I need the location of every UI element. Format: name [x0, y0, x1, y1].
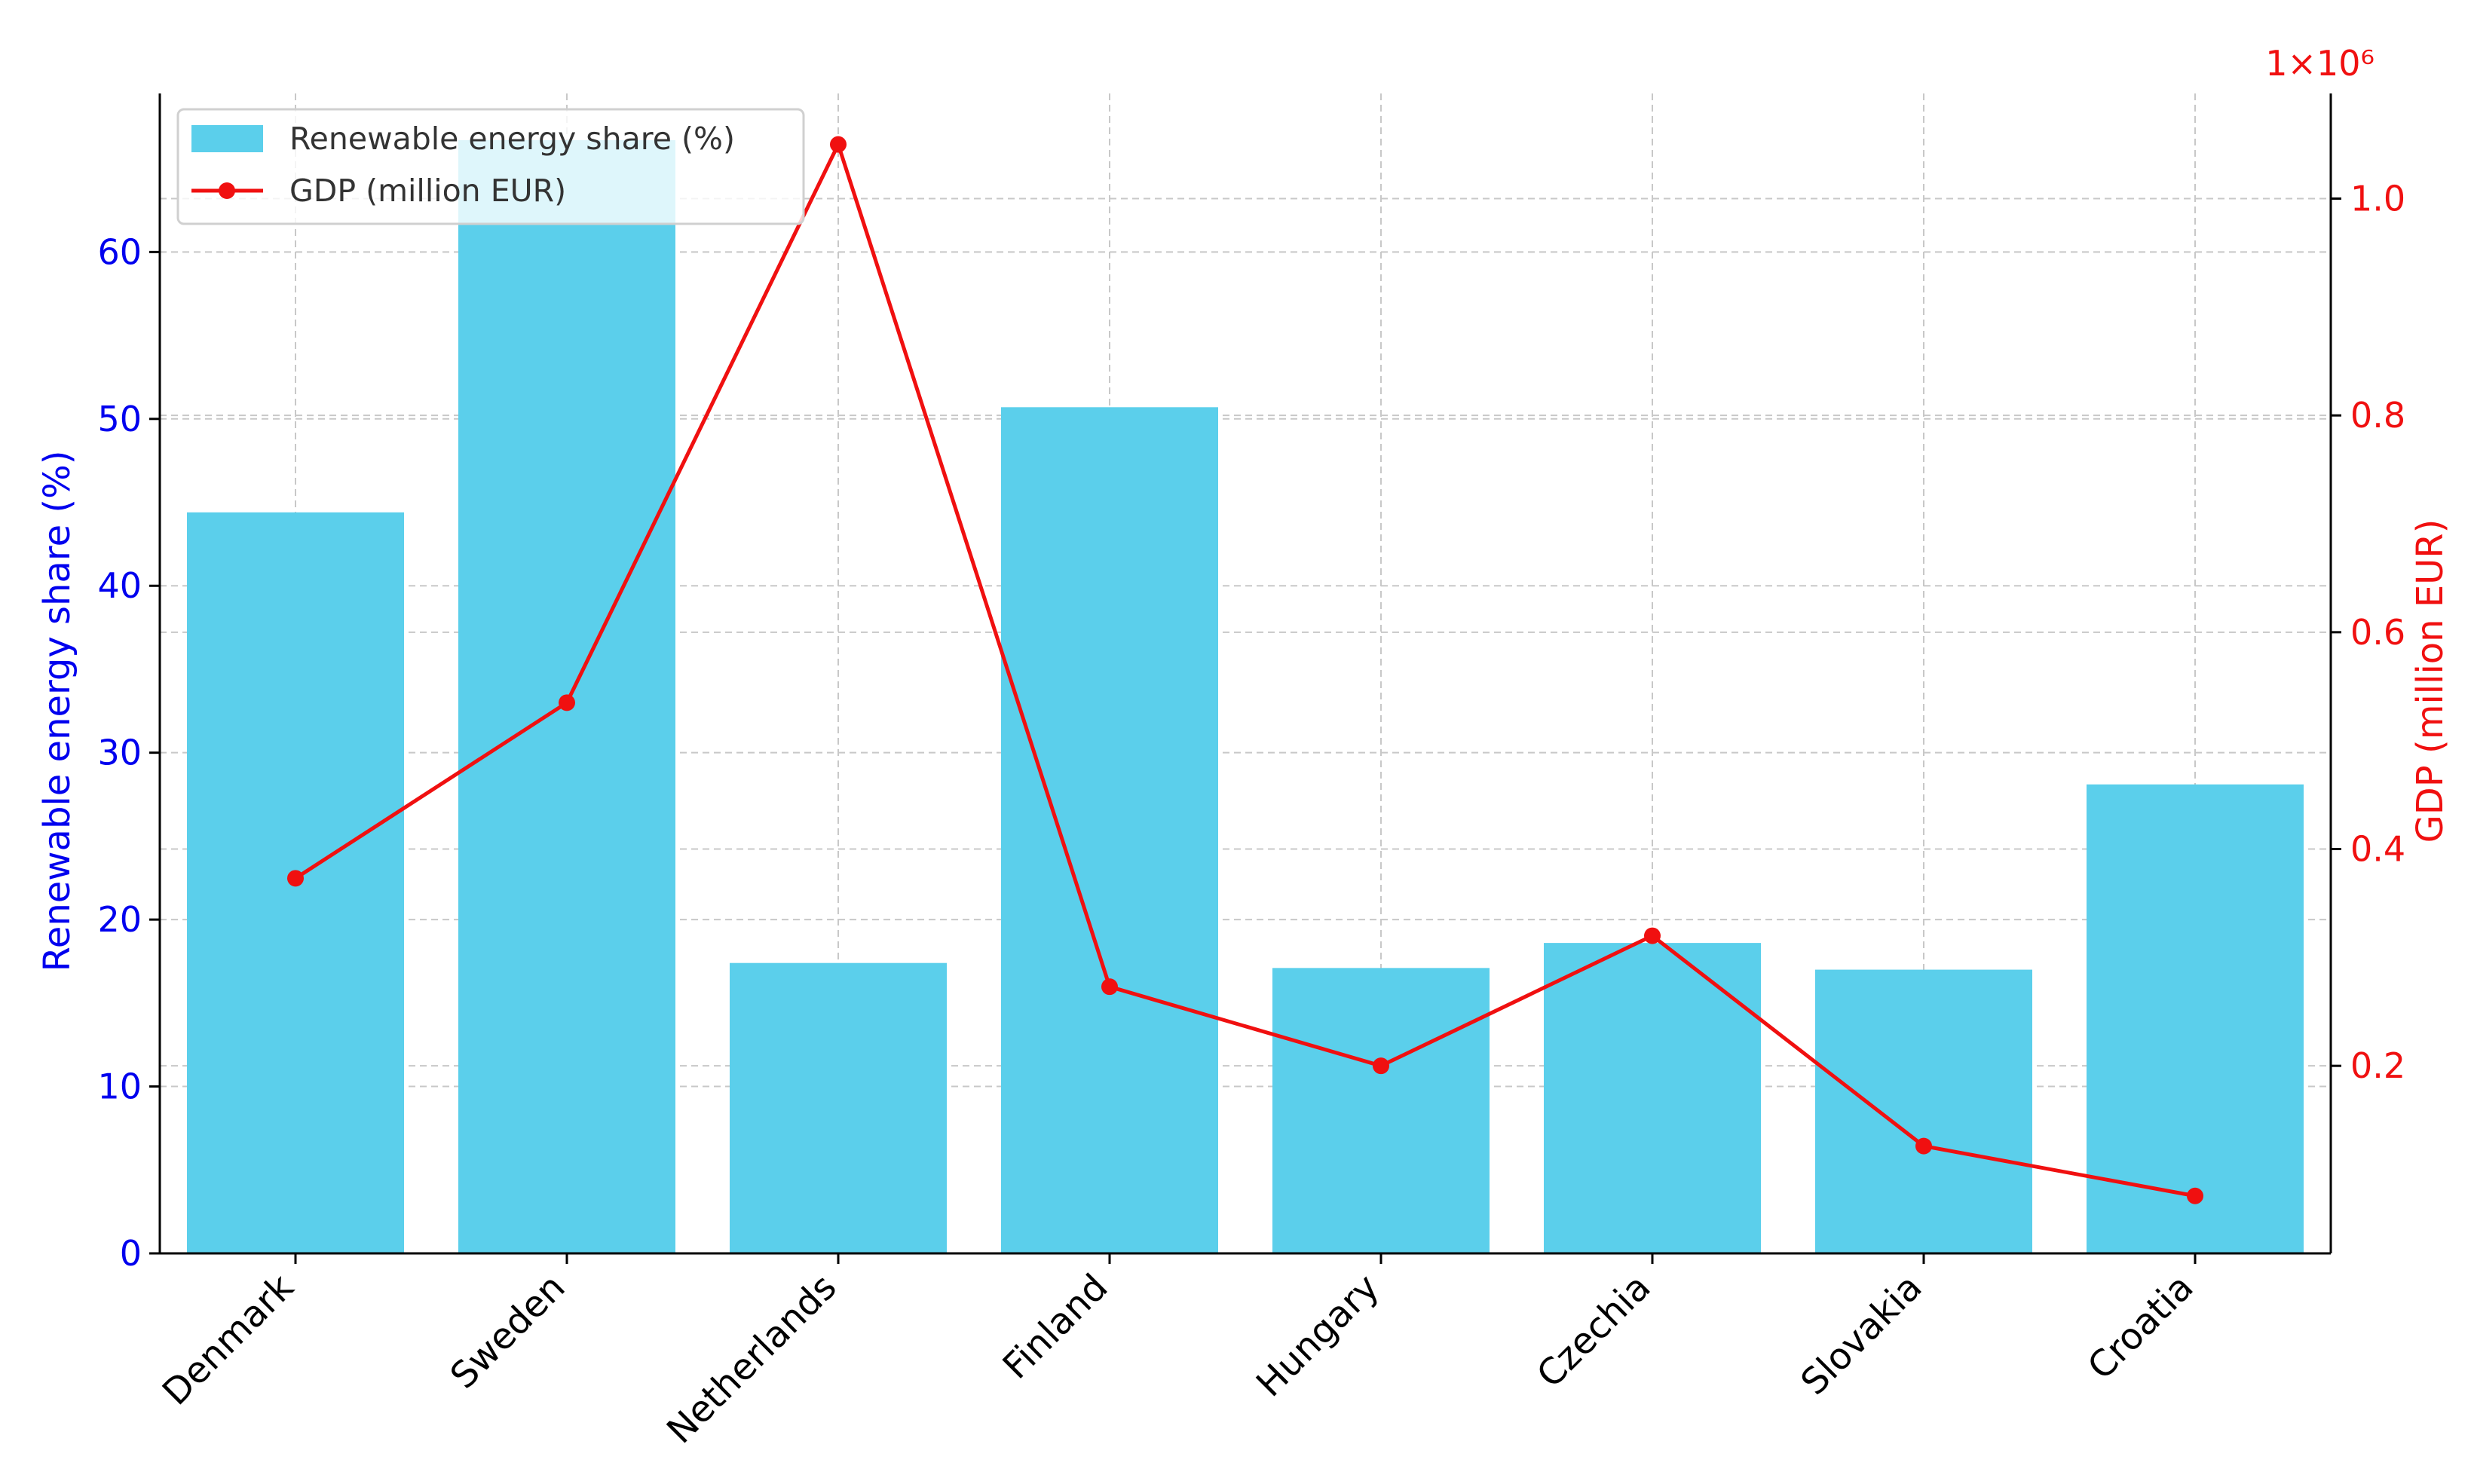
- x-tick-label-hungary: Hungary: [1248, 1266, 1388, 1406]
- gdp-point-hungary: [1373, 1057, 1389, 1075]
- bar-croatia: [2087, 784, 2304, 1253]
- y-left-tick-label: 30: [97, 733, 142, 773]
- y-left-tick-label: 60: [97, 231, 142, 272]
- gdp-point-sweden: [559, 694, 575, 711]
- gdp-point-finland: [1101, 978, 1118, 996]
- bars-layer: [187, 140, 2304, 1253]
- y-right-tick-label: 0.6: [2350, 612, 2405, 653]
- legend-swatch-renewable: [191, 125, 263, 152]
- bar-slovakia: [1815, 969, 2032, 1253]
- bar-hungary: [1272, 968, 1490, 1253]
- bar-czechia: [1544, 943, 1761, 1253]
- x-tick-label-finland: Finland: [995, 1266, 1116, 1388]
- legend-box: [176, 108, 805, 225]
- axes-layer: [149, 93, 2341, 1264]
- x-tick-label-croatia: Croatia: [2080, 1266, 2202, 1388]
- y-right-tick-label: 1.0: [2350, 179, 2405, 219]
- y-right-tick-label: 0.8: [2350, 395, 2405, 436]
- y-left-tick-label: 0: [120, 1233, 142, 1274]
- gdp-line: [294, 142, 2196, 1198]
- y-right-tick-label: 0.2: [2350, 1045, 2405, 1086]
- y-right-offset-text: 1×10⁶: [2265, 43, 2374, 84]
- y-right-axis-title: GDP (million EUR): [2409, 519, 2451, 843]
- x-tick-label-sweden: Sweden: [442, 1266, 574, 1397]
- x-tick-label-czechia: Czechia: [1529, 1266, 1658, 1396]
- gdp-point-netherlands: [830, 136, 847, 153]
- legend-marker-gdp: [219, 182, 235, 199]
- x-tick-label-netherlands: Netherlands: [659, 1266, 844, 1452]
- gdp-point-slovakia: [1915, 1137, 1932, 1155]
- x-tick-label-denmark: Denmark: [155, 1266, 302, 1414]
- y-left-axis-title: Renewable energy share (%): [36, 451, 78, 972]
- legend-label-renewable: Renewable energy share (%): [289, 121, 735, 157]
- bar-netherlands: [730, 962, 947, 1253]
- x-tick-label-slovakia: Slovakia: [1793, 1266, 1930, 1403]
- y-left-tick-label: 40: [97, 565, 142, 606]
- y-left-tick-label: 50: [97, 399, 142, 439]
- bar-finland: [1001, 407, 1218, 1253]
- gdp-point-czechia: [1644, 927, 1661, 944]
- gdp-point-croatia: [2187, 1187, 2203, 1204]
- gdp-point-denmark: [287, 870, 304, 887]
- y-left-tick-label: 20: [97, 899, 142, 940]
- legend-label-gdp: GDP (million EUR): [289, 173, 566, 209]
- y-left-tick-label: 10: [97, 1066, 142, 1107]
- line-layer: [287, 136, 2203, 1204]
- y-right-tick-label: 0.4: [2350, 829, 2405, 870]
- legend: Renewable energy share (%) GDP (million E…: [176, 108, 805, 225]
